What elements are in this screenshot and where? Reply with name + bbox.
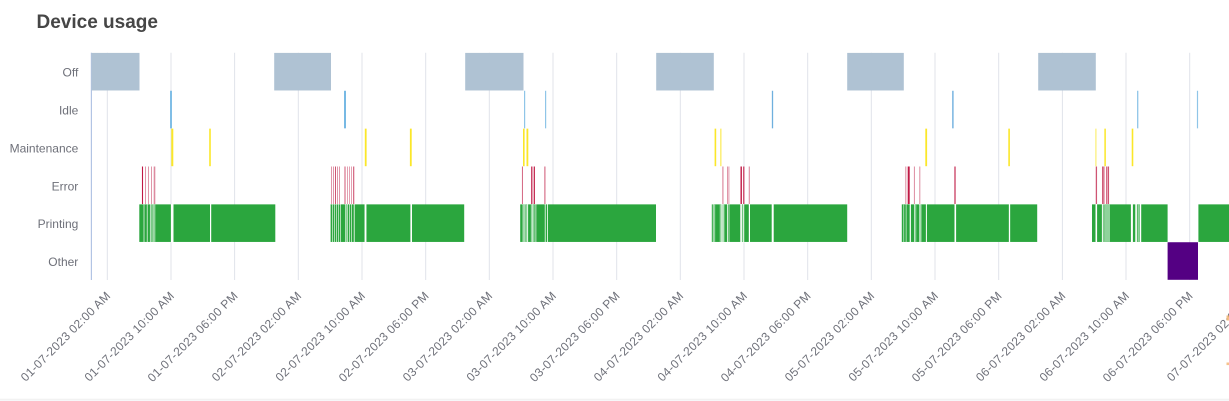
svg-text:Off: Off <box>63 66 79 80</box>
svg-text:Error: Error <box>52 179 79 193</box>
svg-text:Printing: Printing <box>38 217 79 231</box>
svg-text:Other: Other <box>48 255 78 269</box>
svg-text:Maintenance: Maintenance <box>10 142 79 156</box>
svg-text:Idle: Idle <box>59 104 79 118</box>
svg-text:Device usage: Device usage <box>37 12 158 33</box>
